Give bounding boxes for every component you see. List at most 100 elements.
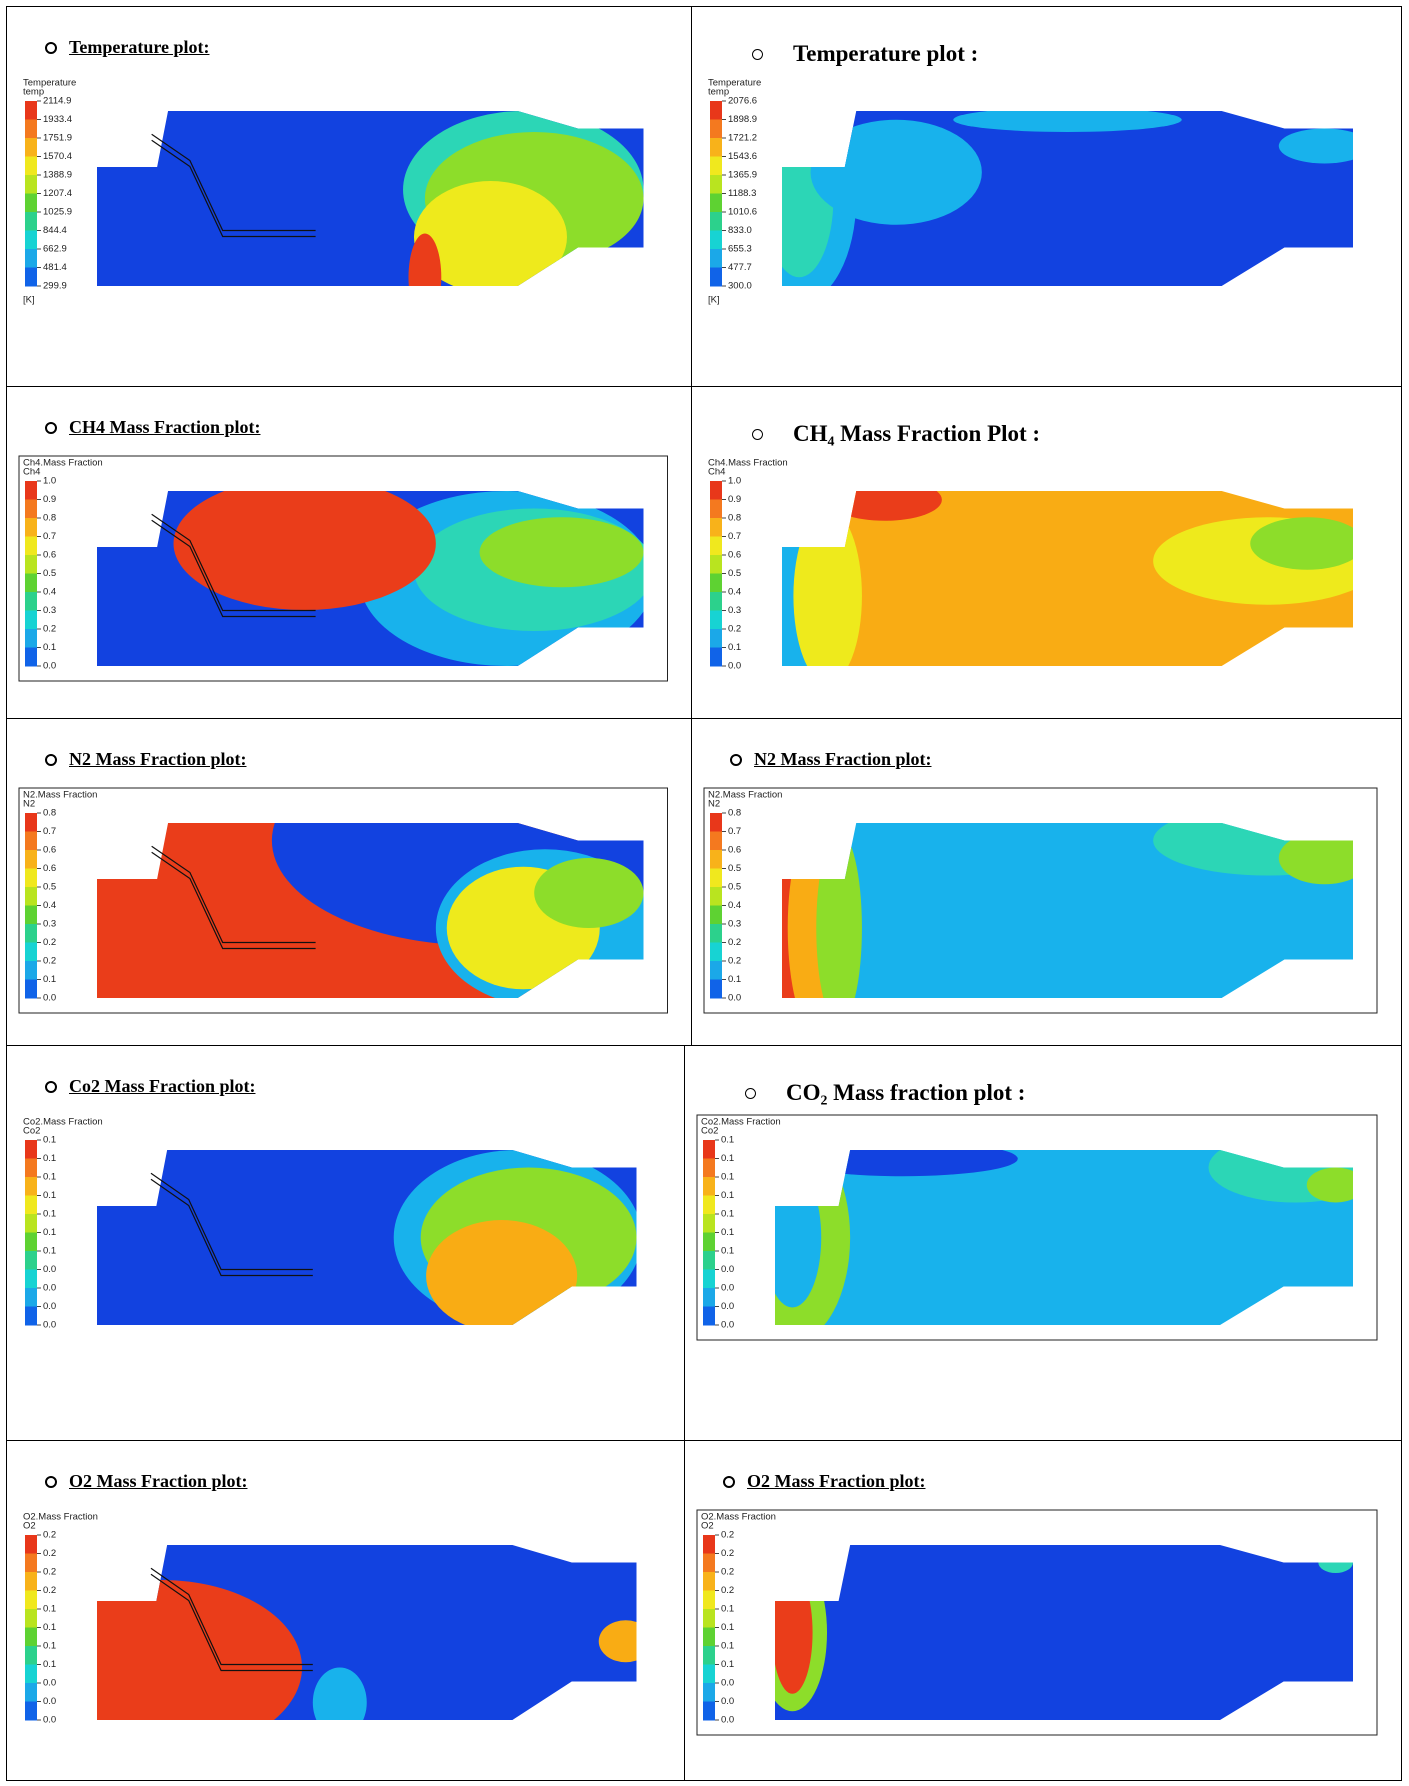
legend-label: 0.1 — [721, 1209, 734, 1220]
contour-region — [763, 1168, 821, 1308]
legend-label: 0.0 — [721, 1696, 734, 1707]
colorbar-segment — [25, 1307, 37, 1326]
colorbar-segment — [25, 249, 37, 268]
legend-label: 300.0 — [728, 281, 752, 292]
colorbar-segment — [703, 1288, 715, 1307]
heading-text: O2 Mass Fraction plot: — [69, 1471, 247, 1492]
legend-subtitle: Co2 — [23, 1126, 40, 1137]
table-cell: N2 Mass Fraction plot: N2.Mass FractionN2… — [691, 718, 1402, 1047]
legend-label: 477.7 — [728, 262, 752, 273]
colorbar-segment — [25, 832, 37, 851]
contour-region — [787, 1141, 1018, 1176]
colorbar-segment — [25, 1554, 37, 1573]
contour-region — [953, 108, 1181, 133]
legend-subtitle: Ch4 — [708, 467, 725, 478]
legend-unit: [K] — [23, 295, 35, 306]
contour-region — [409, 234, 442, 322]
contours — [735, 1133, 1382, 1343]
legend-label: 0.5 — [728, 882, 741, 893]
legend-label: 0.1 — [43, 1172, 56, 1183]
colorbar-segment — [710, 518, 722, 537]
legend-label: 0.2 — [728, 937, 741, 948]
colorbar-segment — [25, 813, 37, 832]
legend-label: 0.1 — [721, 1246, 734, 1257]
legend-label: 0.1 — [728, 642, 741, 653]
bullet — [752, 429, 763, 440]
colorbar-segment — [703, 1572, 715, 1591]
legend-label: 0.2 — [43, 937, 56, 948]
colorbar-segment — [710, 813, 722, 832]
legend-label: 0.0 — [721, 1678, 734, 1689]
legend-label: 0.2 — [721, 1567, 734, 1578]
contour-region — [313, 1668, 367, 1738]
legend-label: 0.0 — [728, 661, 741, 672]
legend-label: 1010.6 — [728, 207, 757, 218]
legend-label: 662.9 — [43, 244, 67, 255]
legend-label: 1721.2 — [728, 133, 757, 144]
legend-label: 0.1 — [721, 1190, 734, 1201]
colorbar-segment — [25, 175, 37, 194]
colorbar-segment — [703, 1646, 715, 1665]
colorbar-segment — [703, 1665, 715, 1684]
colorbar-segment — [25, 1683, 37, 1702]
legend-label: 1025.9 — [43, 207, 72, 218]
colorbar-segment — [25, 961, 37, 980]
legend-subtitle: Co2 — [701, 1126, 718, 1137]
colorbar-segment — [703, 1140, 715, 1159]
colorbar-segment — [25, 906, 37, 925]
bullet — [45, 42, 57, 54]
legend-label: 0.1 — [43, 642, 56, 653]
colorbar-segment — [25, 1251, 37, 1270]
legend-label: 0.2 — [721, 1530, 734, 1541]
page: {"rows": [ {"left": {"heading": "Tempera… — [0, 0, 1409, 1786]
legend-label: 0.1 — [721, 1153, 734, 1164]
heading-text: N2 Mass Fraction plot: — [69, 749, 246, 770]
bullet — [723, 1476, 735, 1488]
legend-label: 0.3 — [43, 919, 56, 930]
colorbar-segment — [710, 924, 722, 943]
legend-label: 1898.9 — [728, 114, 757, 125]
colorbar-segment — [710, 555, 722, 574]
legend-label: 0.1 — [43, 1659, 56, 1670]
legend-label: 0.1 — [721, 1622, 734, 1633]
legend-label: 0.1 — [728, 974, 741, 985]
colorbar-segment — [703, 1233, 715, 1252]
heading-text: CH₄ Mass Fraction Plot : — [793, 421, 1040, 447]
colorbar-segment — [710, 212, 722, 231]
colorbar-segment — [25, 1535, 37, 1554]
legend-label: 0.4 — [43, 587, 56, 598]
legend-label: 0.1 — [43, 1622, 56, 1633]
contour-plot: N2.Mass FractionN20.80.70.60.50.50.40.30… — [702, 787, 1383, 1034]
contour-region — [1279, 832, 1370, 885]
table-cell: CH4 Mass Fraction plot:Ch4.Mass Fraction… — [6, 386, 693, 720]
contour-region — [1318, 1552, 1353, 1573]
cell-heading: Co2 Mass Fraction plot: — [45, 1076, 255, 1097]
colorbar-segment — [25, 500, 37, 519]
legend-label: 0.0 — [43, 993, 56, 1004]
colorbar-segment — [25, 648, 37, 667]
legend-label: 0.1 — [721, 1135, 734, 1146]
colorbar-segment — [710, 648, 722, 667]
legend-label: 0.1 — [721, 1172, 734, 1183]
legend-label: 0.2 — [43, 956, 56, 967]
colorbar-segment — [710, 961, 722, 980]
colorbar-segment — [25, 1140, 37, 1159]
colorbar-segment — [25, 574, 37, 593]
colorbar-segment — [25, 518, 37, 537]
colorbar-segment — [703, 1177, 715, 1196]
colorbar-segment — [25, 1288, 37, 1307]
legend-label: 0.3 — [728, 605, 741, 616]
legend-label: 0.2 — [728, 956, 741, 967]
colorbar-segment — [703, 1628, 715, 1647]
legend-label: 0.2 — [43, 1530, 56, 1541]
legend-label: 299.9 — [43, 281, 67, 292]
cell-heading: N2 Mass Fraction plot: — [730, 749, 931, 770]
legend-label: 0.1 — [43, 1190, 56, 1201]
colorbar-segment — [25, 629, 37, 648]
colorbar-segment — [703, 1609, 715, 1628]
heading-text: O2 Mass Fraction plot: — [747, 1471, 925, 1492]
legend-label: 0.8 — [728, 513, 741, 524]
legend-label: 0.1 — [43, 1246, 56, 1257]
colorbar-segment — [710, 157, 722, 176]
colorbar-segment — [25, 1572, 37, 1591]
